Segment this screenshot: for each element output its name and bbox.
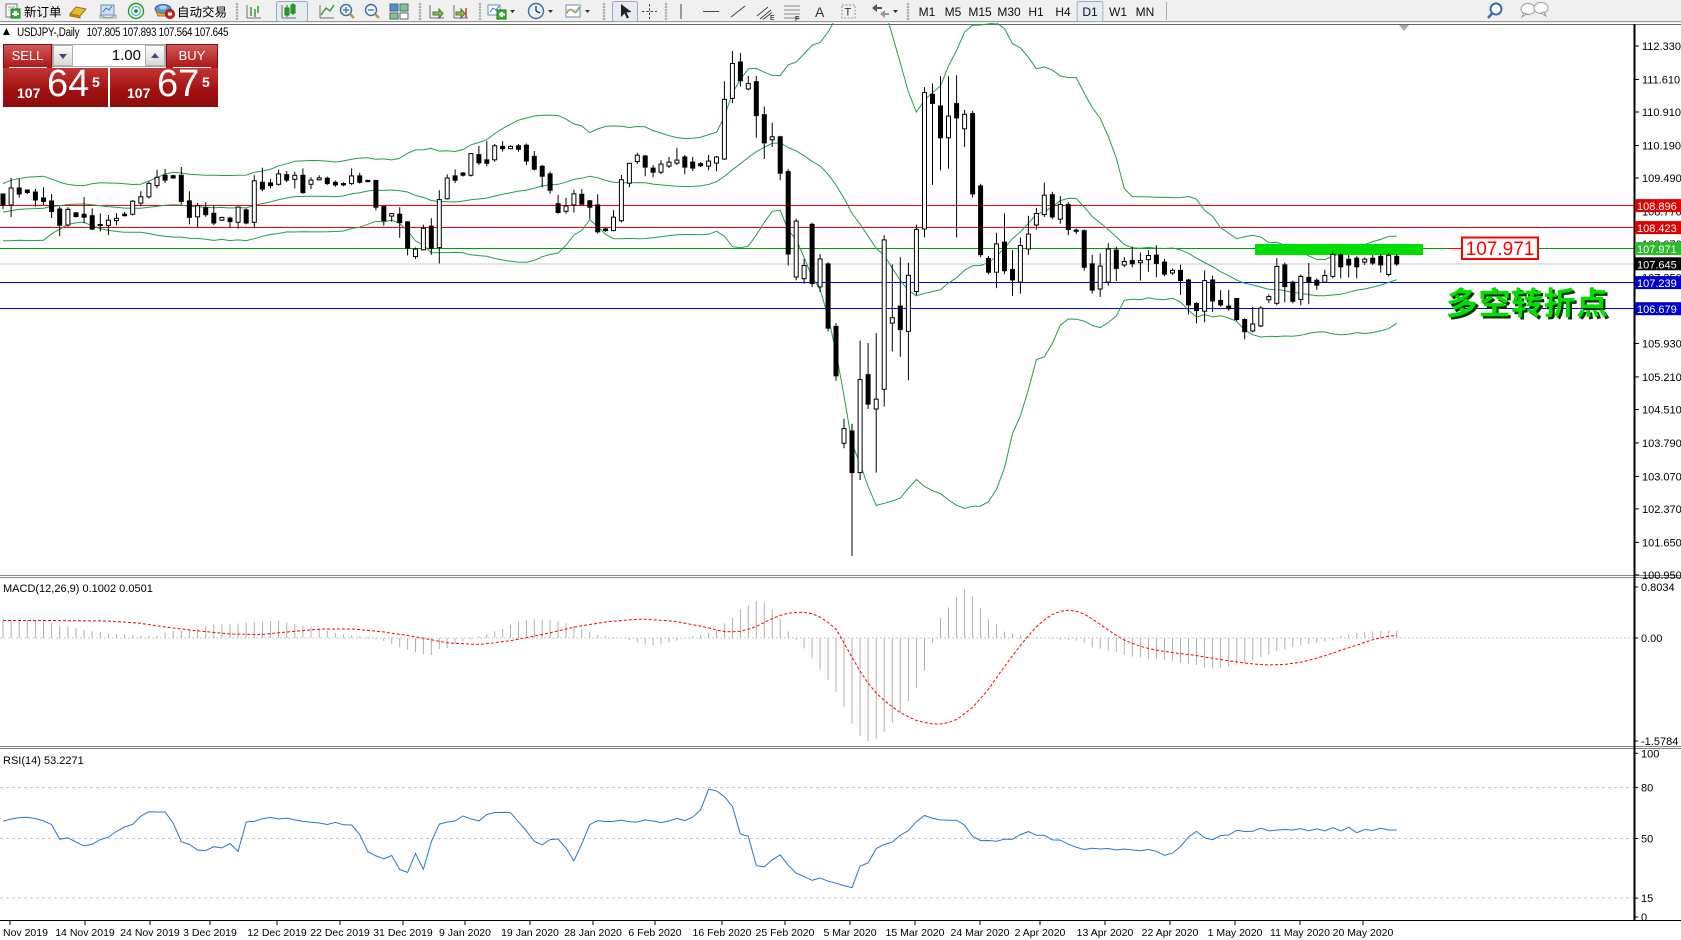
- svg-text:14 Nov 2019: 14 Nov 2019: [55, 927, 115, 939]
- svg-text:112.330: 112.330: [1642, 41, 1681, 53]
- svg-text:110.190: 110.190: [1642, 141, 1681, 153]
- svg-text:24 Nov 2019: 24 Nov 2019: [120, 927, 180, 939]
- svg-text:15: 15: [1641, 893, 1653, 905]
- svg-text:103.070: 103.070: [1642, 471, 1681, 483]
- svg-text:31 Dec 2019: 31 Dec 2019: [373, 927, 433, 939]
- svg-text:MACD(12,26,9) 0.1002 0.0501: MACD(12,26,9) 0.1002 0.0501: [3, 583, 153, 595]
- svg-text:22 Apr 2020: 22 Apr 2020: [1142, 927, 1199, 939]
- svg-text:107.971: 107.971: [1466, 239, 1535, 260]
- svg-text:M30: M30: [997, 5, 1021, 19]
- svg-text:M5: M5: [945, 5, 962, 19]
- svg-text:20 May 2020: 20 May 2020: [1333, 927, 1394, 939]
- svg-text:107.239: 107.239: [1637, 278, 1677, 290]
- svg-text:107.971: 107.971: [1637, 244, 1677, 256]
- svg-text:Nov 2019: Nov 2019: [3, 927, 48, 939]
- svg-text:16 Feb 2020: 16 Feb 2020: [693, 927, 752, 939]
- svg-text:15 Mar 2020: 15 Mar 2020: [886, 927, 945, 939]
- svg-text:100: 100: [1641, 748, 1659, 760]
- svg-text:102.370: 102.370: [1642, 504, 1681, 516]
- svg-text:19 Jan 2020: 19 Jan 2020: [501, 927, 559, 939]
- svg-text:0: 0: [1641, 912, 1647, 924]
- svg-text:100.950: 100.950: [1642, 570, 1681, 582]
- svg-text:50: 50: [1641, 834, 1653, 846]
- svg-text:M15: M15: [968, 5, 992, 19]
- svg-text:T: T: [845, 7, 852, 19]
- svg-text:0.00: 0.00: [1641, 633, 1662, 645]
- svg-text:0.8034: 0.8034: [1641, 582, 1675, 594]
- svg-text:2 Apr 2020: 2 Apr 2020: [1015, 927, 1066, 939]
- svg-text:H4: H4: [1055, 5, 1071, 19]
- svg-text:M1: M1: [919, 5, 936, 19]
- svg-text:1 May 2020: 1 May 2020: [1208, 927, 1263, 939]
- svg-text:F: F: [795, 16, 799, 23]
- svg-text:103.790: 103.790: [1642, 438, 1681, 450]
- svg-text:106.679: 106.679: [1637, 304, 1677, 316]
- svg-text:9 Jan 2020: 9 Jan 2020: [439, 927, 491, 939]
- svg-text:110.910: 110.910: [1642, 107, 1681, 119]
- svg-text:H1: H1: [1028, 5, 1044, 19]
- svg-text:A: A: [815, 4, 825, 20]
- svg-text:101.650: 101.650: [1642, 537, 1681, 549]
- svg-text:12 Dec 2019: 12 Dec 2019: [247, 927, 307, 939]
- svg-text:80: 80: [1641, 782, 1653, 794]
- svg-text:22 Dec 2019: 22 Dec 2019: [310, 927, 370, 939]
- svg-text:D1: D1: [1082, 5, 1098, 19]
- svg-text:108.423: 108.423: [1637, 223, 1677, 235]
- svg-text:W1: W1: [1109, 5, 1127, 19]
- svg-text:111.610: 111.610: [1642, 75, 1680, 87]
- svg-text:RSI(14) 53.2271: RSI(14) 53.2271: [3, 755, 84, 767]
- svg-text:107.645: 107.645: [1637, 259, 1677, 271]
- svg-text:25 Feb 2020: 25 Feb 2020: [756, 927, 815, 939]
- svg-text:24 Mar 2020: 24 Mar 2020: [951, 927, 1010, 939]
- svg-text:3 Dec 2019: 3 Dec 2019: [183, 927, 237, 939]
- svg-text:104.510: 104.510: [1642, 405, 1681, 417]
- svg-text:-1.5784: -1.5784: [1641, 736, 1678, 748]
- svg-text:11 May 2020: 11 May 2020: [1270, 927, 1330, 939]
- svg-text:108.896: 108.896: [1637, 201, 1677, 213]
- svg-text:105.210: 105.210: [1642, 372, 1681, 384]
- svg-text:13 Apr 2020: 13 Apr 2020: [1077, 927, 1134, 939]
- svg-text:E: E: [770, 15, 775, 22]
- svg-text:6 Feb 2020: 6 Feb 2020: [628, 927, 681, 939]
- svg-text:5 Mar 2020: 5 Mar 2020: [823, 927, 876, 939]
- svg-text:105.930: 105.930: [1642, 339, 1681, 351]
- svg-text:109.490: 109.490: [1642, 173, 1681, 185]
- svg-text:MN: MN: [1136, 5, 1155, 19]
- svg-text:28 Jan 2020: 28 Jan 2020: [564, 927, 622, 939]
